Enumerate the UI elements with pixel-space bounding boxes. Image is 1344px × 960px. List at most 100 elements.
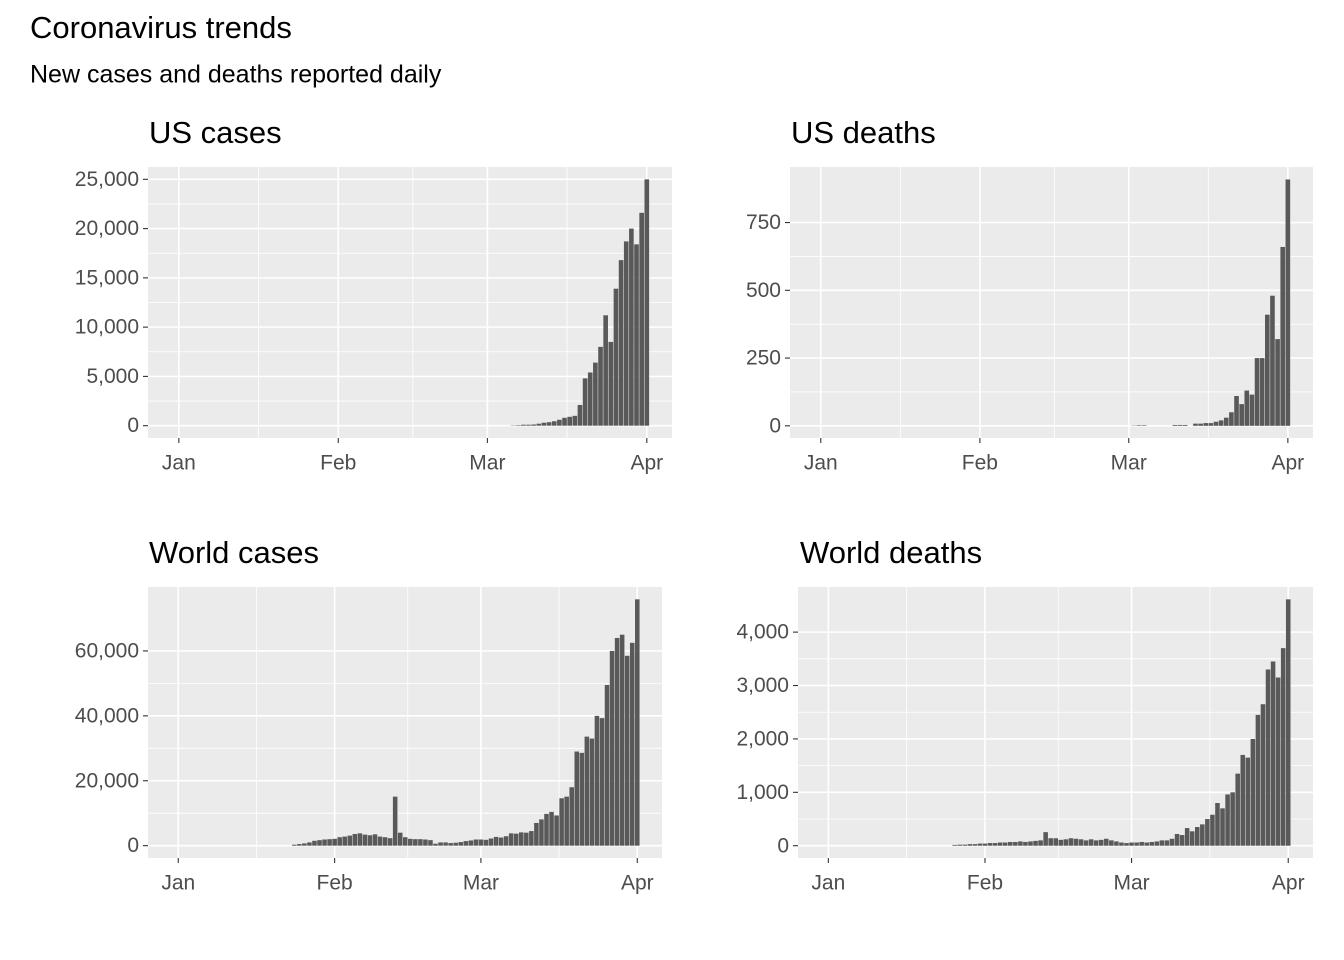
bar <box>448 843 453 846</box>
bar <box>1234 395 1239 426</box>
y-tick-label: 20,000 <box>75 217 139 240</box>
bar <box>312 840 317 846</box>
bar <box>539 819 544 846</box>
bar <box>569 787 574 846</box>
bar <box>1109 840 1114 846</box>
bar <box>1169 838 1175 846</box>
bar <box>1200 824 1205 846</box>
bar <box>317 840 322 846</box>
bar <box>1220 808 1225 846</box>
bar <box>1129 842 1134 846</box>
x-tick-label: Jan <box>804 452 838 475</box>
y-tick-label: 0 <box>769 414 781 437</box>
y-tick-label: 10,000 <box>75 316 139 339</box>
bar <box>1083 840 1089 846</box>
bar <box>1245 757 1251 846</box>
bar <box>508 833 514 846</box>
bar <box>593 362 598 426</box>
bar <box>518 832 524 846</box>
bar <box>1280 246 1286 426</box>
bar <box>307 842 312 846</box>
panel-title: World deaths <box>800 535 982 570</box>
bar <box>546 422 552 426</box>
bar <box>634 244 639 426</box>
bar <box>1177 424 1183 426</box>
bar <box>428 840 433 846</box>
bar <box>1164 840 1170 846</box>
bar <box>624 655 630 846</box>
bar <box>629 228 634 426</box>
bar <box>408 838 413 846</box>
bar <box>582 378 588 426</box>
y-tick-label: 1,000 <box>736 781 789 804</box>
x-tick-label: Mar <box>469 452 505 475</box>
bar <box>1189 831 1195 846</box>
bar <box>544 813 549 846</box>
y-tick-label: 250 <box>746 347 781 370</box>
bar <box>1028 841 1033 846</box>
y-tick-label: 20,000 <box>75 769 139 792</box>
bar <box>541 422 547 426</box>
bar <box>982 843 988 846</box>
panel: World deaths 0 1,000 2,000 3,000 4,000 Jan Feb M… <box>736 535 1313 895</box>
bar <box>1208 423 1214 426</box>
bar <box>972 844 978 846</box>
bar <box>577 404 583 426</box>
bar <box>1159 840 1165 846</box>
bar <box>493 836 499 846</box>
bar <box>1174 833 1180 846</box>
bar <box>332 838 337 846</box>
bar <box>1134 842 1139 846</box>
bar <box>623 241 629 426</box>
bar <box>599 718 605 846</box>
bar <box>1254 358 1260 426</box>
bar <box>1225 794 1230 846</box>
bar <box>587 372 593 426</box>
bar <box>1270 661 1276 846</box>
bar <box>1194 827 1200 846</box>
bar <box>618 260 624 426</box>
bar <box>534 822 539 846</box>
bar <box>584 736 590 846</box>
bar <box>1205 819 1210 846</box>
x-tick-label: Apr <box>621 872 654 895</box>
bar <box>337 837 342 846</box>
chart-title: Coronavirus trends <box>30 10 292 45</box>
bar <box>1068 838 1074 846</box>
bar <box>392 796 398 846</box>
bar <box>957 844 963 846</box>
bar <box>413 839 418 846</box>
panel: US deaths 0 250 500 750 Jan Feb Mar Apr <box>746 115 1313 475</box>
bar <box>1193 423 1198 426</box>
bar <box>1139 841 1144 846</box>
y-tick-label: 15,000 <box>75 266 139 289</box>
x-tick-label: Mar <box>1111 452 1147 475</box>
bar <box>604 685 610 846</box>
bar <box>498 837 504 846</box>
x-tick-label: Feb <box>320 452 356 475</box>
y-tick-label: 5,000 <box>86 365 139 388</box>
bar <box>962 844 968 846</box>
bar <box>513 833 519 846</box>
bar <box>1013 841 1018 846</box>
panel-title: US deaths <box>791 115 936 150</box>
x-tick-label: Jan <box>811 872 845 895</box>
y-tick-label: 0 <box>777 834 789 857</box>
bar <box>453 842 458 846</box>
bar <box>1244 390 1250 426</box>
bar <box>967 844 973 846</box>
bar <box>1184 828 1190 846</box>
bar <box>1182 424 1188 426</box>
bar <box>1275 339 1280 426</box>
bar <box>1078 839 1084 846</box>
x-tick-label: Feb <box>962 452 998 475</box>
bar <box>559 798 564 846</box>
bar <box>1260 704 1266 846</box>
bar <box>1249 394 1255 426</box>
bar <box>347 835 353 846</box>
x-tick-label: Jan <box>162 452 196 475</box>
bar <box>488 838 494 846</box>
bar <box>468 840 474 846</box>
